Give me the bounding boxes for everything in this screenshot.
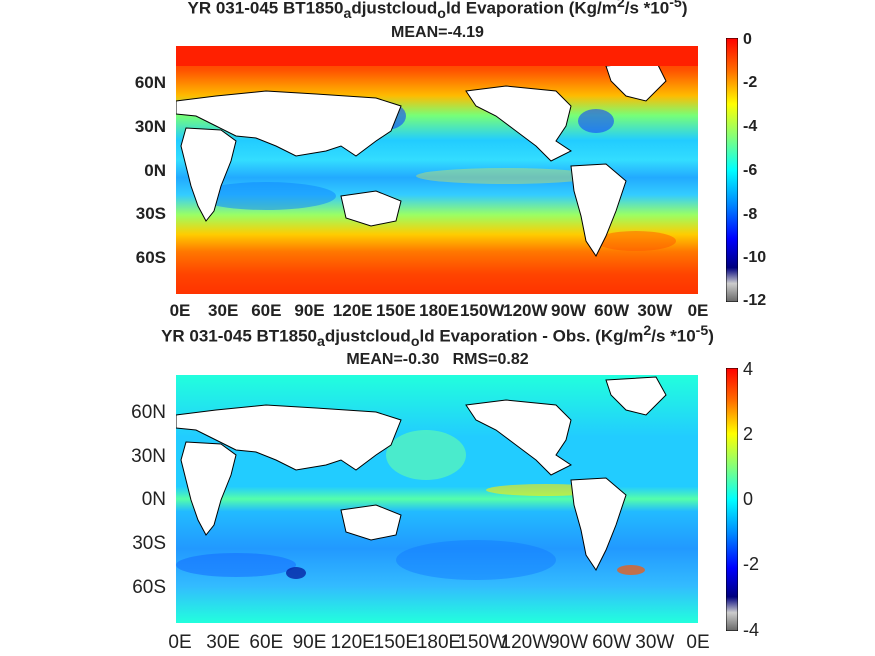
bottom-lat-tick-30s: 30S [132, 533, 166, 554]
bottom-cbar-tick-m4: -4 [743, 620, 760, 640]
bottom-lat-tick-30n: 30N [131, 446, 166, 467]
bottom-cbar-tick-0: 0 [743, 489, 754, 509]
lon-tick-8: 120W [503, 301, 548, 320]
lon-tick-6: 180E [419, 301, 459, 320]
top-lat-tick-0n: 0N [144, 161, 166, 180]
lon-tick-2: 60E [249, 632, 284, 653]
bottom-difference-map [176, 375, 698, 623]
lon-tick-3: 90E [294, 301, 325, 320]
top-cbar-tick-m2: -2 [743, 74, 758, 91]
lon-tick-3: 90E [292, 632, 327, 653]
top-cbar-tick-m6: -6 [743, 162, 758, 179]
lon-tick-4: 120E [330, 632, 375, 653]
lon-tick-10: 60W [592, 632, 632, 653]
top-lat-tick-30n: 30N [134, 117, 166, 136]
top-colorbar-svg [725, 37, 739, 303]
bottom-chart-title: YR 031-045 BT1850adjustcloudold Evaporat… [161, 323, 714, 351]
lon-tick-8: 120W [500, 632, 551, 653]
top-lat-tick-60s: 60S [135, 248, 166, 267]
lon-tick-12: 0E [687, 301, 709, 320]
lon-tick-6: 180E [416, 632, 462, 653]
top-cbar-tick-m4: -4 [743, 118, 758, 135]
lon-tick-7: 150W [459, 301, 505, 320]
bottom-map-svg [176, 375, 698, 623]
top-mean-label: MEAN=-4.19 [391, 24, 484, 41]
top-chart-title: YR 031-045 BT1850adjustcloudold Evaporat… [187, 0, 688, 23]
lon-tick-11: 30W [637, 301, 673, 320]
top-lat-tick-30s: 30S [135, 204, 166, 223]
top-lat-tick-60n: 60N [134, 73, 166, 92]
bottom-colorbar [725, 367, 739, 632]
bottom-cbar-tick-m2: -2 [743, 554, 760, 574]
lon-tick-12: 0E [686, 632, 710, 653]
bottom-lat-tick-0n: 0N [141, 489, 166, 510]
top-colorbar [725, 37, 739, 303]
lon-tick-0: 0E [169, 301, 191, 320]
top-cbar-tick-m12: -12 [743, 292, 767, 309]
lon-tick-2: 60E [251, 301, 282, 320]
lon-tick-10: 60W [594, 301, 630, 320]
top-evaporation-map [176, 46, 698, 294]
bottom-mean-rms-label: MEAN=-0.30 RMS=0.82 [346, 351, 529, 368]
lon-tick-1: 30E [208, 301, 239, 320]
bottom-lat-tick-60n: 60N [131, 402, 166, 423]
lon-tick-5: 150E [375, 301, 416, 320]
lon-tick-9: 90W [551, 301, 586, 320]
lon-tick-9: 90W [548, 632, 589, 653]
top-cbar-tick-0: 0 [743, 31, 752, 48]
bottom-lat-tick-60s: 60S [132, 577, 166, 598]
lon-tick-11: 30W [635, 632, 675, 653]
top-map-svg [176, 46, 698, 294]
bottom-colorbar-svg [725, 367, 739, 632]
top-cbar-tick-m8: -8 [743, 206, 758, 223]
lon-tick-5: 150E [373, 632, 419, 653]
lon-tick-7: 150W [457, 632, 507, 653]
lon-tick-1: 30E [206, 632, 241, 653]
lon-tick-0: 0E [168, 632, 192, 653]
bottom-cbar-tick-2: 2 [743, 424, 754, 444]
bottom-cbar-tick-4: 4 [743, 359, 754, 379]
top-cbar-tick-m10: -10 [743, 249, 767, 266]
lon-tick-4: 120E [332, 301, 373, 320]
